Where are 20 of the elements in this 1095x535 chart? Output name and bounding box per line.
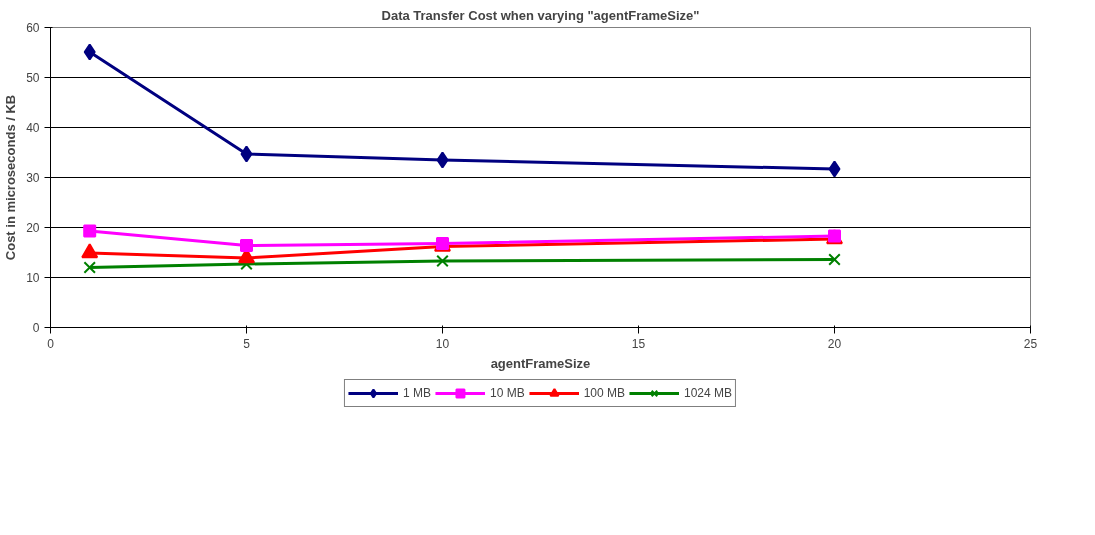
x-tick-label: 5 <box>243 336 251 351</box>
legend-label: 1 MB <box>402 386 431 400</box>
legend-label: 100 MB <box>583 386 626 400</box>
y-axis-title: Cost in microseconds / KB <box>3 94 19 261</box>
x-tick-label: 10 <box>435 336 450 351</box>
y-tick-label: 10 <box>26 271 40 285</box>
legend-label: 10 MB <box>489 386 525 400</box>
y-tick-label: 60 <box>26 21 40 35</box>
y-tick-label: 40 <box>26 121 40 135</box>
y-tick-label: 0 <box>32 321 40 335</box>
y-tick-label: 50 <box>26 71 40 85</box>
x-tick-label: 0 <box>47 336 55 351</box>
chart-title: Data Transfer Cost when varying "agentFrameSize" <box>381 7 700 23</box>
x-tick-label: 15 <box>631 336 646 351</box>
x-tick-label: 25 <box>1023 336 1038 351</box>
legend-label: 1024 MB <box>684 386 733 400</box>
x-tick-label: 20 <box>827 336 842 351</box>
y-tick-label: 30 <box>26 171 40 185</box>
x-axis-title: agentFrameSize <box>490 355 591 371</box>
y-tick-label: 20 <box>26 221 40 235</box>
